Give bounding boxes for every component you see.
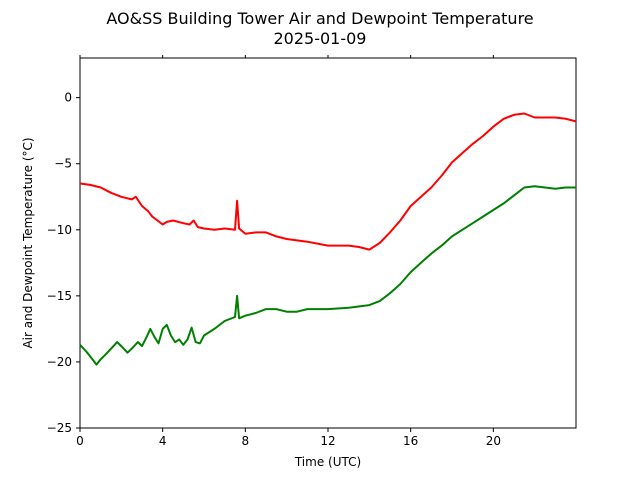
air-temperature-line [79, 112, 577, 251]
x-axis-label: Time (UTC) [294, 455, 361, 469]
y-axis-ticks: −25 −20 −15 −10 −5 0 [47, 91, 80, 435]
y-tick-label: −25 [47, 421, 72, 435]
chart-title: AO&SS Building Tower Air and Dewpoint Te… [106, 9, 533, 28]
x-tick-label: 0 [76, 434, 84, 448]
plot-frame [79, 57, 577, 429]
x-tick-label: 4 [159, 434, 167, 448]
dewpoint-temperature-line [79, 185, 576, 366]
x-tick-label: 8 [242, 434, 250, 448]
y-axis-label: Air and Dewpoint Temperature (°C) [21, 137, 35, 348]
y-tick-label: −5 [54, 157, 72, 171]
series-layer [79, 112, 577, 366]
x-tick-label: 16 [403, 434, 418, 448]
y-tick-label: −20 [47, 355, 72, 369]
chart-subtitle: 2025-01-09 [274, 29, 367, 48]
x-tick-label: 20 [486, 434, 501, 448]
y-tick-label: 0 [64, 91, 72, 105]
x-tick-label: 12 [320, 434, 335, 448]
y-tick-label: −15 [47, 289, 72, 303]
y-tick-label: −10 [47, 223, 72, 237]
x-axis-ticks: 0 4 8 12 16 20 [76, 55, 501, 448]
